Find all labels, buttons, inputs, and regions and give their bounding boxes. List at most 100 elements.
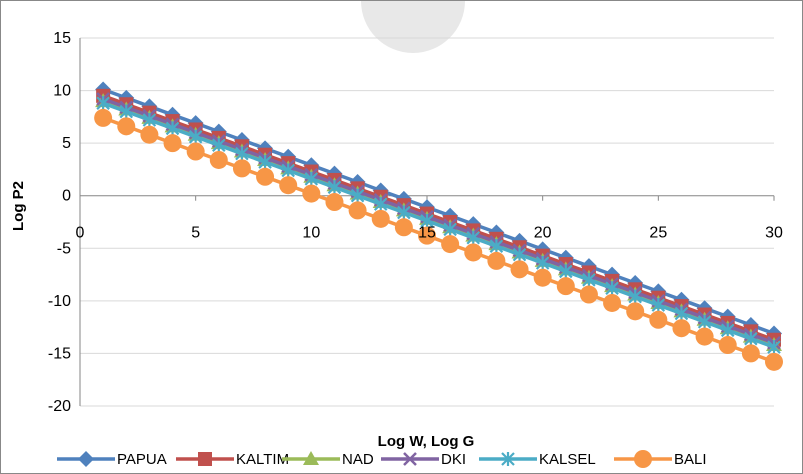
- data-point: [464, 243, 483, 262]
- legend-marker: [403, 452, 417, 466]
- data-point: [556, 277, 575, 296]
- y-tick-label: -15: [48, 345, 71, 362]
- legend-marker: [501, 452, 515, 466]
- series-bali: [94, 108, 783, 371]
- data-point: [256, 167, 275, 186]
- data-point: [672, 319, 691, 338]
- y-tick-label: 10: [53, 83, 71, 100]
- data-point: [674, 306, 689, 321]
- data-point: [605, 281, 619, 296]
- series-line: [102, 101, 775, 349]
- series-group: [94, 81, 783, 371]
- data-point: [371, 209, 390, 228]
- data-point: [117, 117, 136, 136]
- data-point: [232, 159, 251, 178]
- legend: PAPUA KALTIM NAD DKI KALSEL BALI: [57, 450, 707, 468]
- data-point: [626, 302, 645, 321]
- data-point: [140, 125, 159, 144]
- x-tick-labels: 0 5 10 15 20 25 30: [76, 225, 783, 242]
- x-tick-label: 30: [765, 225, 783, 242]
- y-tick-labels: 15 10 5 0 -5 -10 -15 -20: [48, 30, 71, 415]
- legend-item-bali: BALI: [614, 450, 707, 468]
- data-point: [720, 323, 735, 338]
- legend-label: KALSEL: [539, 451, 596, 468]
- x-tick-label: 0: [76, 225, 85, 242]
- data-point: [512, 247, 527, 262]
- legend-label: NAD: [342, 451, 374, 468]
- data-point: [579, 285, 598, 304]
- series-line: [102, 94, 775, 342]
- data-point: [443, 222, 457, 237]
- data-point: [397, 205, 411, 220]
- data-point: [258, 155, 272, 170]
- data-point: [510, 260, 529, 279]
- data-point: [304, 171, 319, 186]
- data-point: [420, 213, 434, 228]
- legend-marker: [78, 451, 94, 467]
- data-point: [325, 193, 344, 212]
- y-tick-label: -10: [48, 293, 71, 310]
- data-point: [744, 331, 758, 346]
- data-point: [235, 146, 249, 161]
- y-axis-title: Log P2: [10, 181, 27, 231]
- legend-label: KALTIM: [236, 451, 289, 468]
- data-point: [188, 129, 203, 144]
- data-point: [628, 289, 642, 304]
- data-point: [327, 180, 342, 195]
- x-tick-label: 20: [534, 225, 552, 242]
- y-tick-label: -20: [48, 398, 71, 415]
- data-point: [718, 336, 737, 355]
- data-point: [186, 142, 205, 161]
- data-point: [533, 268, 552, 287]
- data-point: [418, 226, 436, 245]
- data-point: [649, 310, 668, 329]
- data-point: [394, 218, 413, 237]
- data-point: [765, 352, 783, 371]
- legend-item-papua: PAPUA: [57, 451, 167, 468]
- data-point: [302, 184, 321, 203]
- legend-item-kaltim: KALTIM: [176, 451, 289, 468]
- x-tick-label: 10: [302, 225, 320, 242]
- x-tick-label: 15: [418, 225, 436, 242]
- data-point: [94, 108, 113, 127]
- series-line: [102, 99, 775, 347]
- legend-item-nad: NAD: [282, 451, 374, 468]
- data-point: [582, 272, 596, 287]
- data-point: [441, 235, 460, 254]
- legend-item-kalsel: KALSEL: [479, 451, 596, 468]
- axes: [79, 38, 775, 406]
- series-line: [102, 97, 775, 345]
- x-tick-label: 25: [649, 225, 667, 242]
- data-point: [165, 121, 180, 136]
- y-tick-label: -5: [57, 240, 71, 257]
- legend-marker: [634, 450, 652, 468]
- data-point: [348, 201, 367, 220]
- data-point: [767, 340, 781, 355]
- data-point: [695, 327, 714, 346]
- legend-label: BALI: [674, 451, 707, 468]
- data-point: [651, 298, 666, 313]
- series-line: [102, 87, 775, 336]
- y-tick-label: 5: [62, 135, 71, 152]
- data-point: [741, 344, 760, 363]
- data-point: [281, 163, 295, 178]
- data-point: [142, 113, 157, 128]
- legend-label: DKI: [441, 451, 466, 468]
- data-point: [489, 239, 504, 254]
- x-axis-title: Log W, Log G: [378, 433, 475, 450]
- data-point: [487, 251, 506, 270]
- data-point: [373, 197, 388, 212]
- legend-marker: [303, 451, 319, 465]
- data-point: [466, 230, 481, 245]
- x-tick-label: 5: [191, 225, 200, 242]
- legend-marker: [198, 452, 212, 466]
- data-point: [279, 176, 298, 195]
- data-point: [697, 314, 712, 329]
- series-kalsel: [96, 96, 781, 355]
- data-point: [559, 264, 573, 279]
- y-tick-label: 15: [53, 30, 71, 47]
- data-point: [350, 188, 365, 203]
- legend-label: PAPUA: [117, 451, 167, 468]
